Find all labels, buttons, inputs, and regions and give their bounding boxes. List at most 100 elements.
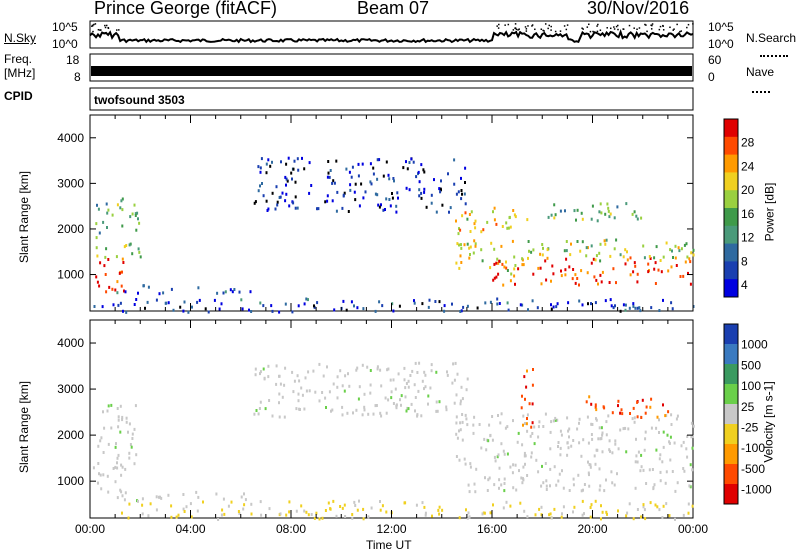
data-cell <box>456 242 459 246</box>
data-cell <box>557 479 560 483</box>
data-cell <box>565 257 568 261</box>
data-cell <box>664 481 667 485</box>
data-cell <box>563 249 566 253</box>
data-cell <box>684 260 687 264</box>
data-cell <box>196 300 199 304</box>
data-cell <box>493 218 496 222</box>
data-cell <box>137 499 139 503</box>
data-cell <box>167 301 170 305</box>
data-cell <box>686 255 689 259</box>
data-cell <box>405 382 408 385</box>
data-cell <box>372 172 375 176</box>
data-cell <box>363 408 366 412</box>
data-cell <box>259 166 262 170</box>
data-cell <box>327 160 330 163</box>
data-cell <box>688 257 691 261</box>
colorbar-tick-label: 24 <box>741 159 755 173</box>
data-cell <box>526 474 529 477</box>
freq-tick-bottom: 8 <box>74 70 81 84</box>
data-cell <box>601 510 604 514</box>
data-cell <box>402 166 405 170</box>
data-cell <box>357 397 360 401</box>
data-cell <box>620 408 623 412</box>
freq-band <box>91 66 692 76</box>
data-cell <box>460 309 463 313</box>
data-cell <box>572 268 575 271</box>
data-cell <box>265 171 268 175</box>
data-cell <box>223 512 226 516</box>
data-cell <box>99 439 102 443</box>
data-cell <box>281 191 284 195</box>
nsearch-point <box>93 23 95 26</box>
data-cell <box>100 436 103 440</box>
data-cell <box>460 176 462 180</box>
data-cell <box>357 162 360 166</box>
data-cell <box>165 301 168 305</box>
data-cell <box>244 498 247 502</box>
data-cell <box>97 444 100 448</box>
data-cell <box>634 460 637 464</box>
data-cell <box>459 310 462 313</box>
data-cell <box>486 220 489 224</box>
data-cell <box>660 270 663 274</box>
nsearch-point <box>680 30 683 32</box>
data-cell <box>341 384 344 388</box>
data-cell <box>303 509 306 513</box>
data-cell <box>545 488 548 491</box>
data-cell <box>367 515 370 519</box>
data-cell <box>412 160 415 164</box>
data-cell <box>146 300 149 304</box>
data-cell <box>379 411 382 415</box>
data-cell <box>474 226 477 230</box>
data-cell <box>318 399 321 403</box>
data-cell <box>531 299 534 303</box>
data-cell <box>581 303 584 307</box>
data-cell <box>300 386 303 390</box>
data-cell <box>119 430 122 434</box>
data-cell <box>598 210 601 214</box>
data-cell <box>403 366 406 370</box>
data-cell <box>300 504 303 508</box>
data-cell <box>455 421 458 425</box>
nsearch-label: N.Search <box>746 31 797 45</box>
data-cell <box>458 429 460 433</box>
y-tick-label: 1000 <box>57 268 84 282</box>
data-cell <box>505 221 508 225</box>
data-cell <box>482 228 485 232</box>
data-cell <box>690 435 693 439</box>
data-cell <box>526 515 529 519</box>
data-cell <box>395 404 398 408</box>
data-cell <box>182 309 185 313</box>
data-cell <box>416 414 419 418</box>
data-cell <box>364 190 367 194</box>
data-cell <box>659 470 662 474</box>
data-cell <box>605 433 608 437</box>
data-cell <box>254 200 257 204</box>
data-cell <box>652 486 655 489</box>
data-cell <box>99 473 102 477</box>
data-cell <box>283 383 286 387</box>
y-tick-label: 4000 <box>57 336 84 350</box>
data-cell <box>544 412 547 416</box>
data-cell <box>418 180 421 184</box>
data-cell <box>550 279 552 283</box>
data-cell <box>460 261 463 264</box>
data-cell <box>664 414 667 418</box>
data-cell <box>589 515 592 519</box>
data-cell <box>424 513 427 517</box>
data-cell <box>526 417 528 420</box>
data-cell <box>595 418 598 422</box>
data-cell <box>643 256 646 260</box>
data-cell <box>409 374 412 377</box>
data-cell <box>524 462 526 466</box>
colorbar-tick-label: -1000 <box>741 483 772 497</box>
data-cell <box>564 209 566 213</box>
data-cell <box>362 196 365 200</box>
data-cell <box>342 193 345 197</box>
data-cell <box>329 169 332 172</box>
data-cell <box>502 506 505 510</box>
data-cell <box>531 402 534 406</box>
x-tick-label: 16:00 <box>477 522 507 536</box>
data-cell <box>541 464 543 468</box>
data-cell <box>296 157 299 161</box>
